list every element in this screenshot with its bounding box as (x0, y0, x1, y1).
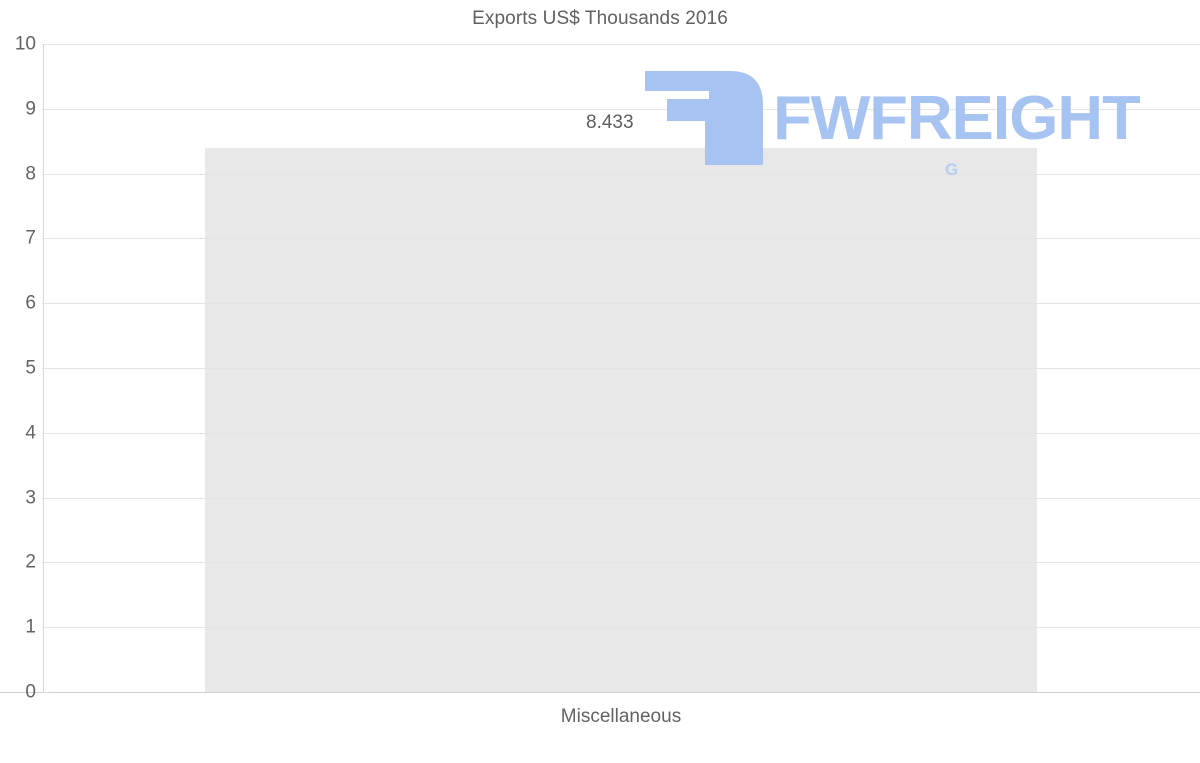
gridline-10 (43, 44, 1200, 45)
gridline-9 (43, 109, 1200, 110)
gridline-6 (43, 303, 1200, 304)
gridline-4 (43, 433, 1200, 434)
y-tick-mark (42, 692, 49, 693)
gridline-5 (43, 368, 1200, 369)
gridline-7 (43, 238, 1200, 239)
x-axis-line (0, 692, 1200, 693)
bar-value-label: 8.433 (586, 112, 634, 133)
gridline-1 (43, 627, 1200, 628)
gridline-8 (43, 174, 1200, 175)
gridline-3 (43, 498, 1200, 499)
gridline-2 (43, 562, 1200, 563)
chart-title: Exports US$ Thousands 2016 (472, 8, 728, 29)
x-tick-label-miscellaneous: Miscellaneous (560, 706, 682, 727)
plot-gridlines (43, 44, 1200, 692)
